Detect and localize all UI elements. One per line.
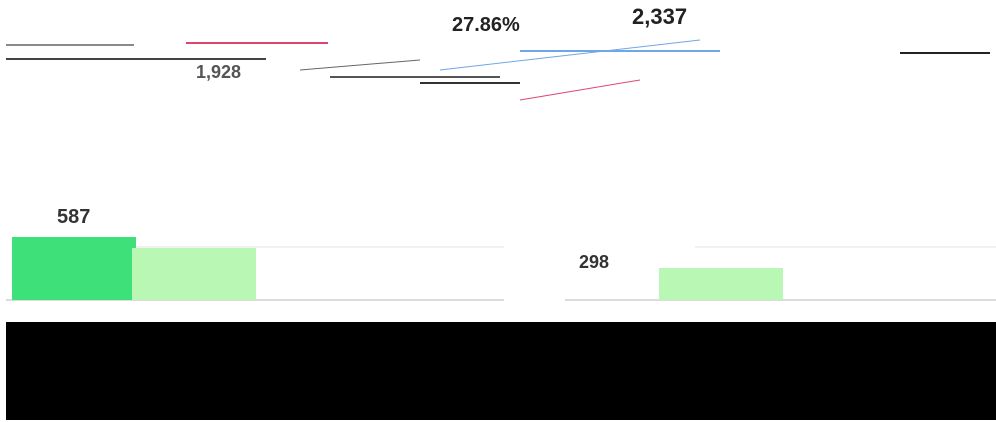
header-underline-pink: [186, 42, 328, 44]
decorative-line: [519, 79, 641, 101]
header-underline-dark: [6, 58, 266, 60]
decorative-line: [299, 59, 421, 71]
percent-value: 27.86%: [452, 14, 520, 36]
total-count: 2,337: [632, 4, 688, 29]
bar: [659, 268, 783, 300]
left-panel: 587: [6, 206, 504, 301]
bar-value-label: 587: [57, 206, 90, 228]
header-underline-dark: [420, 82, 520, 84]
header-underline-blue: [520, 50, 720, 52]
bar-value-label: 298: [579, 252, 609, 272]
header-underline-dark: [330, 76, 500, 78]
left-count: 1,928: [196, 62, 242, 82]
header-underline-dark: [6, 44, 134, 46]
bar: [12, 237, 136, 300]
redaction-block: [6, 322, 996, 420]
decorative-line: [439, 39, 701, 71]
bar: [132, 248, 256, 300]
right-panel: 298: [565, 246, 996, 301]
header-underline-dark: [900, 52, 990, 54]
